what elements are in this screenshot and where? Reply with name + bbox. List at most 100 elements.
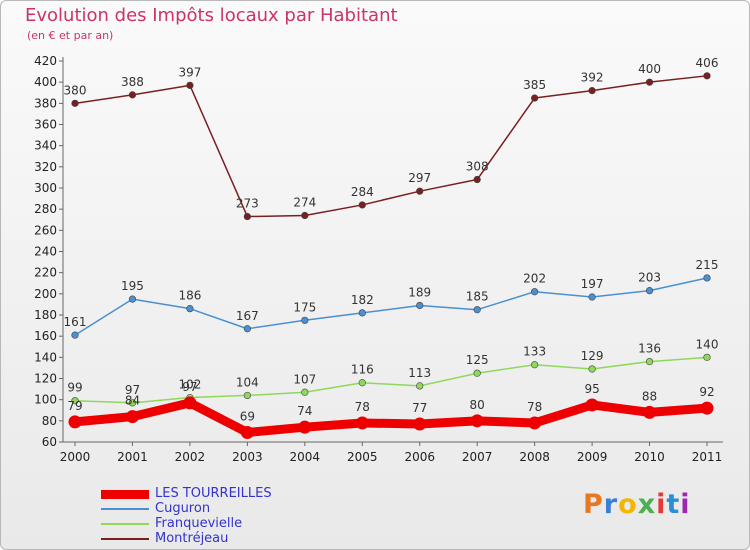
data-point <box>588 87 596 95</box>
series-line-cuguron <box>74 277 708 336</box>
y-tick-label: 420 <box>34 54 57 68</box>
x-tick-label: 2000 <box>60 450 91 464</box>
y-tick-label: 160 <box>34 329 57 343</box>
proxiti-logo: Proxiti <box>583 489 691 520</box>
data-point <box>585 398 599 412</box>
data-point <box>71 99 79 107</box>
data-point <box>528 416 542 430</box>
logo-letter: i <box>680 489 691 520</box>
y-tick-label: 220 <box>34 266 57 280</box>
data-point <box>301 316 309 324</box>
data-label: 182 <box>351 293 374 307</box>
data-point <box>243 325 251 333</box>
y-tick-label: 320 <box>34 160 57 174</box>
data-label: 406 <box>696 56 719 70</box>
data-label: 69 <box>240 409 255 423</box>
x-tick-label: 2006 <box>404 450 435 464</box>
data-point <box>531 361 539 369</box>
data-point <box>301 388 309 396</box>
data-label: 197 <box>581 277 604 291</box>
legend-swatch <box>101 489 149 499</box>
data-point <box>473 369 481 377</box>
data-label: 400 <box>638 62 661 76</box>
data-label: 161 <box>64 315 87 329</box>
legend-label: Cuguron <box>155 501 211 516</box>
data-point <box>703 72 711 80</box>
data-label: 77 <box>412 401 427 415</box>
data-point <box>71 331 79 339</box>
logo-letter: i <box>656 489 667 520</box>
y-tick-label: 120 <box>34 372 57 386</box>
data-label: 78 <box>355 400 370 414</box>
legend-swatch <box>101 508 149 510</box>
legend-label: LES TOURREILLES <box>155 486 272 501</box>
legend-swatch <box>101 523 149 525</box>
y-tick-label: 80 <box>42 414 57 428</box>
x-tick-label: 2005 <box>347 450 378 464</box>
data-label: 397 <box>178 65 201 79</box>
data-label: 308 <box>466 160 489 174</box>
x-tick-label: 2004 <box>290 450 321 464</box>
data-point <box>301 211 309 220</box>
data-label: 195 <box>121 279 144 293</box>
data-point <box>355 416 369 430</box>
data-point <box>645 287 654 295</box>
data-label: 175 <box>293 300 316 314</box>
data-label: 107 <box>293 372 316 386</box>
y-tick-label: 400 <box>34 75 57 89</box>
data-point <box>71 397 79 405</box>
series-line-les-tourreilles <box>70 398 712 437</box>
y-tick-label: 280 <box>34 202 57 216</box>
data-point <box>128 399 137 407</box>
y-tick-label: 360 <box>34 118 57 132</box>
data-point <box>703 353 711 361</box>
data-label: 133 <box>523 345 546 359</box>
data-point <box>416 187 424 195</box>
chart-title: Evolution des Impôts locaux par Habitant <box>25 5 398 26</box>
data-point <box>68 415 82 429</box>
data-point <box>186 305 194 313</box>
data-label: 88 <box>642 389 657 403</box>
x-tick-label: 2009 <box>577 450 608 464</box>
data-label: 97 <box>125 383 140 397</box>
y-tick-label: 240 <box>34 245 57 259</box>
legend-label: Montréjeau <box>155 531 229 546</box>
data-point <box>531 288 539 296</box>
data-label: 79 <box>67 399 82 413</box>
x-tick-label: 2008 <box>519 450 550 464</box>
y-tick-label: 260 <box>34 223 57 237</box>
data-point <box>473 306 481 314</box>
data-label: 284 <box>351 185 374 199</box>
logo-letter: x <box>637 489 657 520</box>
data-label: 95 <box>584 382 599 396</box>
data-label: 97 <box>182 380 197 394</box>
data-label: 189 <box>408 285 431 299</box>
data-label: 84 <box>125 394 140 408</box>
data-point <box>645 357 654 366</box>
data-point <box>416 301 424 310</box>
legend-swatch <box>101 538 149 540</box>
data-label: 74 <box>297 404 312 418</box>
x-tick-label: 2002 <box>175 450 206 464</box>
data-label: 185 <box>466 290 489 304</box>
y-tick-label: 380 <box>34 96 57 110</box>
data-label: 116 <box>351 363 374 377</box>
logo-letter: t <box>666 489 681 520</box>
data-point <box>183 396 197 410</box>
y-tick-label: 200 <box>34 287 57 301</box>
data-label: 129 <box>581 349 604 363</box>
data-point <box>645 78 654 86</box>
data-label: 274 <box>293 196 316 210</box>
data-point <box>703 274 711 282</box>
data-point <box>588 293 596 301</box>
series-line-franquevielle <box>74 356 708 404</box>
data-label: 297 <box>408 171 431 185</box>
y-tick-label: 140 <box>34 350 57 364</box>
data-point <box>531 94 539 102</box>
x-tick-label: 2010 <box>634 450 665 464</box>
data-point <box>358 201 366 209</box>
data-label: 392 <box>581 71 604 85</box>
data-point <box>243 391 251 400</box>
